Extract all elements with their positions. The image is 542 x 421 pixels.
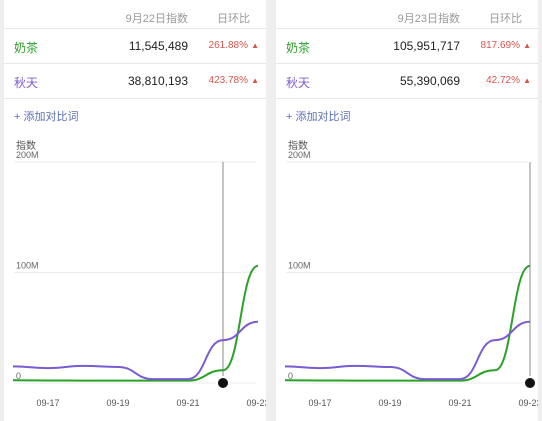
index-value: 55,390,069 [399,74,460,88]
x-tick-label: 09-19 [106,398,129,408]
up-arrow-icon: ▲ [523,76,531,85]
keyword-label: 奶茶 [286,41,311,55]
change-percent: 261.88% [208,40,248,51]
add-compare-keyword-button[interactable]: + 添加对比词 [286,111,351,123]
x-tick-label: 09-17 [36,398,59,408]
trend-chart[interactable]: 指数 0 100M 200M 09-17 09-19 09-21 09-23 [276,0,538,421]
y-tick-label: 200M [16,150,39,160]
table-row[interactable]: 秋天 55,390,069 42.72% ▲ [276,63,538,99]
date-column-header: 9月23日指数 [397,13,460,25]
keyword-label: 秋天 [286,76,311,90]
series-line [12,264,259,382]
cursor-handle[interactable] [216,376,230,390]
table-header: 9月22日指数 日环比 [4,8,266,26]
series-line [284,320,531,381]
y-axis-label: 指数 [16,139,36,152]
change-percent: 817.69% [480,40,520,51]
x-tick-label: 09-19 [378,398,401,408]
panel-day-2: 9月23日指数 日环比 奶茶 105,951,717 817.69% ▲ 秋天 … [276,0,538,421]
table-header: 9月23日指数 日环比 [276,8,538,26]
ratio-column-header: 日环比 [489,13,522,25]
panel-day-1: 9月22日指数 日环比 奶茶 11,545,489 261.88% ▲ 秋天 3… [4,0,266,421]
x-tick-label: 09-23 [518,398,538,408]
table-row[interactable]: 奶茶 11,545,489 261.88% ▲ [4,28,266,63]
keyword-label: 奶茶 [14,41,39,55]
date-column-header: 9月22日指数 [125,13,188,25]
up-arrow-icon: ▲ [251,76,259,85]
change-percent: 423.78% [208,75,248,86]
change-percent: 42.72% [486,75,520,86]
index-value: 11,545,489 [128,39,188,53]
keyword-label: 秋天 [14,76,39,90]
add-compare-keyword-button[interactable]: + 添加对比词 [14,111,79,123]
y-tick-label: 100M [288,261,311,271]
x-tick-label: 09-17 [308,398,331,408]
up-arrow-icon: ▲ [251,41,259,50]
cursor-handle[interactable] [523,376,537,390]
y-tick-label: 200M [288,150,311,160]
trend-chart[interactable]: 指数 0 100M 200M 09-17 09-19 09-21 09-23 [4,0,266,421]
table-row[interactable]: 秋天 38,810,193 423.78% ▲ [4,63,266,99]
ratio-column-header: 日环比 [217,13,250,25]
index-value: 38,810,193 [127,74,188,88]
x-tick-label: 09-23 [246,398,266,408]
y-axis-label: 指数 [288,139,308,152]
y-tick-label: 100M [16,261,39,271]
series-line [12,320,259,381]
y-tick-label: 0 [288,371,293,381]
x-tick-label: 09-21 [448,398,471,408]
up-arrow-icon: ▲ [523,41,531,50]
series-line [284,264,531,382]
index-value: 105,951,717 [393,39,460,53]
y-tick-label: 0 [16,371,21,381]
table-row[interactable]: 奶茶 105,951,717 817.69% ▲ [276,28,538,63]
x-tick-label: 09-21 [176,398,199,408]
